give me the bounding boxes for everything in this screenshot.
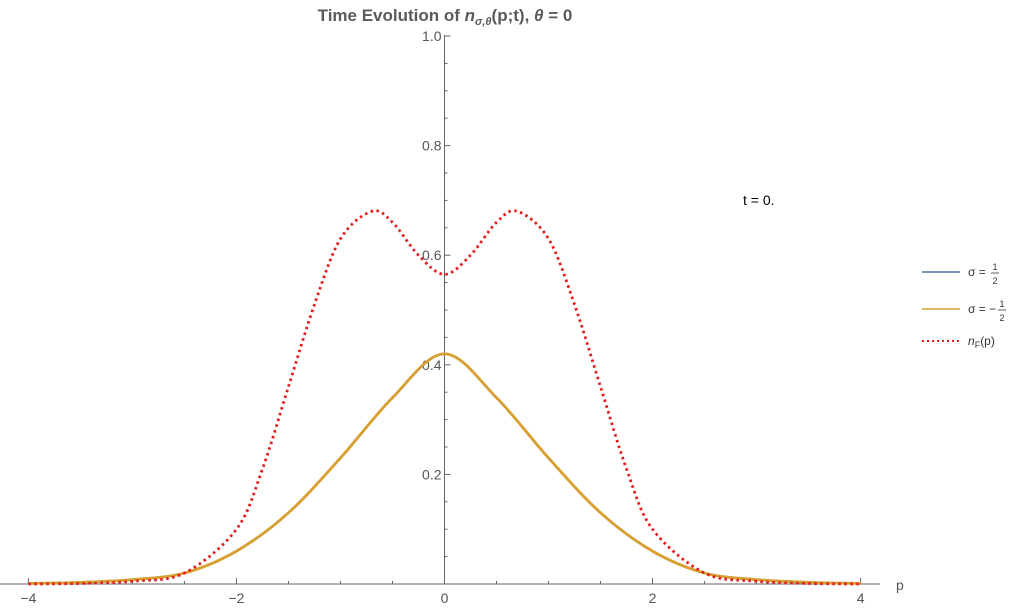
legend-item-sigma-plus-half: σ = 1 2 — [922, 262, 999, 286]
legend-frac-den-minus: 2 — [999, 313, 1004, 323]
legend-label-sigma-plus-half: σ = — [968, 265, 986, 279]
x-axis-label: p — [896, 577, 904, 593]
legend-frac-den-plus: 2 — [992, 276, 997, 286]
x-tick-label: −2 — [228, 590, 244, 606]
y-tick-label: 0.6 — [422, 247, 442, 263]
y-tick-label: 0.2 — [422, 466, 442, 482]
legend-label-sigma-minus-half: σ = − — [968, 302, 996, 316]
legend-label-fermi: nF(p) — [968, 334, 995, 350]
legend-item-fermi: nF(p) — [922, 334, 995, 350]
x-tick-label: 2 — [649, 590, 657, 606]
y-tick-label: 1.0 — [422, 28, 442, 44]
axes: −4 −2 0 2 4p0.20.40.60.81.0 — [0, 28, 904, 606]
y-tick-label: 0.8 — [422, 138, 442, 154]
x-tick-label: −4 — [20, 590, 36, 606]
legend: σ = 1 2 σ = − 1 2 nF(p) — [922, 262, 1006, 350]
x-tick-label: 4 — [857, 590, 865, 606]
chart-title: Time Evolution of nσ,θ(p;t), θ = 0 — [318, 6, 573, 28]
legend-item-sigma-minus-half: σ = − 1 2 — [922, 299, 1006, 323]
series-layer — [28, 209, 861, 586]
time-annotation: t = 0. — [743, 192, 775, 208]
x-tick-label: 0 — [441, 590, 449, 606]
legend-frac-num-minus: 1 — [999, 299, 1004, 309]
series-line-fermi — [28, 209, 861, 586]
legend-frac-num-plus: 1 — [992, 262, 997, 272]
